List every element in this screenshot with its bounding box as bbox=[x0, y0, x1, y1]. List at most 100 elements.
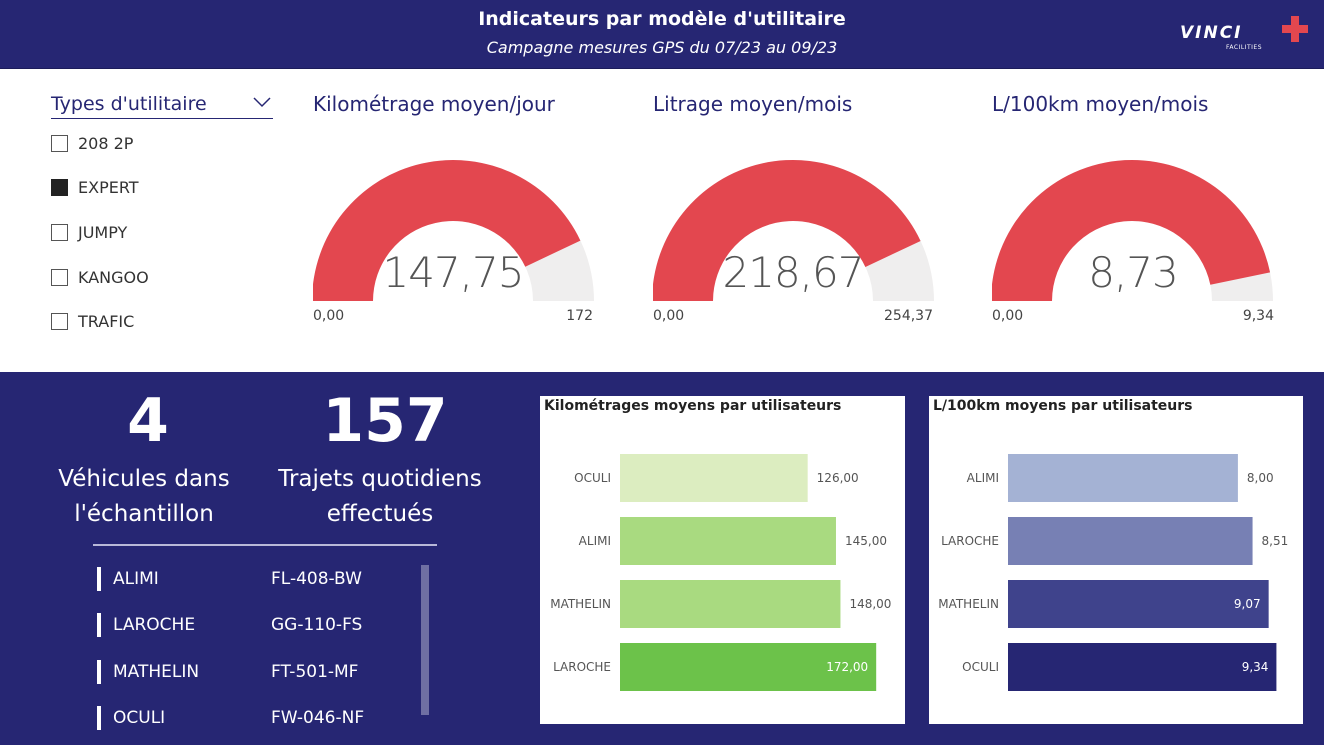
chart-consommation[interactable]: L/100km moyens par utilisateurs ALIMI 8,0… bbox=[929, 396, 1303, 724]
gauge-value: 147,75 bbox=[382, 248, 525, 297]
data-label: 148,00 bbox=[849, 597, 891, 611]
slicer-item-kangoo[interactable]: KANGOO bbox=[51, 267, 251, 289]
checkbox-checked[interactable] bbox=[51, 179, 68, 196]
gauge-fill bbox=[992, 160, 1271, 301]
kpi-trips-label-line2: effectués bbox=[326, 501, 434, 527]
bar[interactable] bbox=[1008, 517, 1253, 565]
vehicle-row[interactable]: LAROCHE GG-110-FS bbox=[97, 613, 417, 639]
gauge-fill bbox=[313, 160, 581, 301]
vehicle-user: ALIMI bbox=[113, 569, 159, 589]
logo-subtext: FACILITIES bbox=[1226, 44, 1263, 51]
category-label: ALIMI bbox=[579, 534, 611, 548]
gauge-arc bbox=[992, 160, 1273, 301]
bar[interactable] bbox=[620, 580, 841, 628]
slicer-item-jumpy[interactable]: JUMPY bbox=[51, 222, 251, 244]
slicer-dropdown[interactable]: Types d'utilitaire bbox=[51, 92, 273, 119]
slicer-item-expert[interactable]: EXPERT bbox=[51, 177, 251, 199]
kpi-vehicles-label: Véhicules dans l'échantillon bbox=[34, 462, 254, 532]
slicer-item-label: KANGOO bbox=[78, 268, 149, 287]
row-marker bbox=[97, 706, 101, 730]
category-label: OCULI bbox=[962, 660, 999, 674]
slicer-item-label: 208 2P bbox=[78, 134, 134, 153]
checkbox[interactable] bbox=[51, 269, 68, 286]
data-label: 145,00 bbox=[845, 534, 887, 548]
category-label: ALIMI bbox=[967, 471, 999, 485]
data-label: 9,34 bbox=[1242, 660, 1269, 674]
vehicle-user: OCULI bbox=[113, 708, 166, 728]
data-label: 9,07 bbox=[1234, 597, 1261, 611]
vehicle-row[interactable]: ALIMI FL-408-BW bbox=[97, 567, 417, 593]
slicer-title: Types d'utilitaire bbox=[51, 93, 207, 115]
report-header: Indicateurs par modèle d'utilitaire Camp… bbox=[0, 0, 1324, 69]
checkbox[interactable] bbox=[51, 224, 68, 241]
gauge-max: 9,34 bbox=[1242, 308, 1274, 324]
vehicle-row[interactable]: OCULI FW-046-NF bbox=[97, 706, 417, 732]
slicer-item-label: JUMPY bbox=[78, 223, 128, 242]
bar[interactable] bbox=[1008, 580, 1269, 628]
gauge-arc bbox=[313, 160, 594, 301]
gauge-min: 0,00 bbox=[992, 308, 1024, 324]
bar-chart-svg: ALIMI 8,00 LAROCHE 8,51 MATHELIN 9,07 OCULI 9,3… bbox=[938, 454, 1289, 691]
gauge-value: 8,73 bbox=[1088, 248, 1179, 297]
category-label: LAROCHE bbox=[553, 660, 611, 674]
vehicle-plate: FT-501-MF bbox=[271, 662, 359, 682]
chevron-down-icon[interactable] bbox=[253, 96, 271, 108]
bar[interactable] bbox=[620, 517, 836, 565]
row-marker bbox=[97, 567, 101, 591]
category-label: MATHELIN bbox=[938, 597, 999, 611]
row-marker bbox=[97, 613, 101, 637]
data-label: 126,00 bbox=[817, 471, 859, 485]
data-label: 172,00 bbox=[826, 660, 868, 674]
vehicle-row[interactable]: MATHELIN FT-501-MF bbox=[97, 660, 417, 686]
bar[interactable] bbox=[1008, 454, 1238, 502]
gauge-arc bbox=[653, 160, 934, 301]
category-label: LAROCHE bbox=[941, 534, 999, 548]
gauge-max: 254,37 bbox=[884, 308, 933, 324]
kpi-vehicles-value: 4 bbox=[127, 386, 169, 456]
gauge-max: 172 bbox=[566, 308, 593, 324]
kpi-trips-value: 157 bbox=[322, 386, 448, 456]
slicer-item-trafic[interactable]: TRAFIC bbox=[51, 311, 251, 333]
bar[interactable] bbox=[1008, 643, 1277, 691]
logo-cross-icon bbox=[1282, 16, 1308, 42]
kpi-vehicles-label-line2: l'échantillon bbox=[74, 501, 214, 527]
bar[interactable] bbox=[620, 643, 877, 691]
bar[interactable] bbox=[620, 454, 808, 502]
vinci-logo: VINCI FACILITIES bbox=[1178, 14, 1310, 54]
row-marker bbox=[97, 660, 101, 684]
gauge-litrage[interactable]: Litrage moyen/mois 218,67 0,00 254,37 bbox=[653, 88, 953, 338]
category-label: OCULI bbox=[574, 471, 611, 485]
checkbox[interactable] bbox=[51, 313, 68, 330]
gauge-kilometrage[interactable]: Kilométrage moyen/jour 147,75 0,00 172 bbox=[313, 88, 613, 338]
report-title: Indicateurs par modèle d'utilitaire bbox=[478, 8, 846, 30]
kpi-vehicles-label-line1: Véhicules dans bbox=[58, 466, 230, 492]
gauge-min: 0,00 bbox=[313, 308, 345, 324]
vehicle-list-scrollbar[interactable] bbox=[421, 565, 429, 715]
gauge-fill bbox=[653, 160, 921, 301]
gauge-title: Kilométrage moyen/jour bbox=[313, 92, 555, 116]
chart-kilometrages[interactable]: Kilométrages moyens par utilisateurs OCU… bbox=[540, 396, 905, 724]
chart-title: Kilométrages moyens par utilisateurs bbox=[544, 398, 842, 414]
vehicle-plate: GG-110-FS bbox=[271, 615, 363, 635]
vehicle-user: LAROCHE bbox=[113, 615, 196, 635]
data-label: 8,51 bbox=[1262, 534, 1289, 548]
vehicle-user: MATHELIN bbox=[113, 662, 200, 682]
gauge-value: 218,67 bbox=[722, 248, 865, 297]
kpi-trips-label-line1: Trajets quotidiens bbox=[278, 466, 482, 492]
kpi-trips-label: Trajets quotidiens effectués bbox=[270, 462, 490, 532]
report-subtitle: Campagne mesures GPS du 07/23 au 09/23 bbox=[486, 38, 838, 57]
checkbox[interactable] bbox=[51, 135, 68, 152]
category-label: MATHELIN bbox=[550, 597, 611, 611]
bottom-panel: 4 Véhicules dans l'échantillon 157 Traje… bbox=[0, 372, 1324, 745]
gauge-consommation[interactable]: L/100km moyen/mois 8,73 0,00 9,34 bbox=[992, 88, 1292, 338]
gauge-title: Litrage moyen/mois bbox=[653, 92, 853, 116]
slicer-item-208-2p[interactable]: 208 2P bbox=[51, 133, 251, 155]
gauge-title: L/100km moyen/mois bbox=[992, 92, 1209, 116]
divider bbox=[93, 544, 437, 546]
data-label: 8,00 bbox=[1247, 471, 1274, 485]
vehicle-plate: FW-046-NF bbox=[271, 708, 365, 728]
gauge-min: 0,00 bbox=[653, 308, 685, 324]
logo-text: VINCI bbox=[1180, 23, 1243, 43]
bar-chart-svg: OCULI 126,00 ALIMI 145,00 MATHELIN 148,00 LARO… bbox=[550, 454, 891, 691]
chart-title: L/100km moyens par utilisateurs bbox=[933, 398, 1193, 414]
